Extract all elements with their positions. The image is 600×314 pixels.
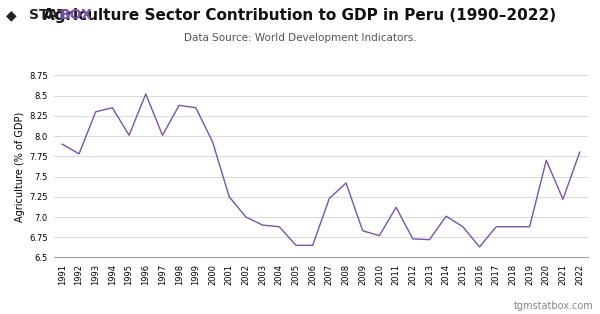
Text: BOX: BOX bbox=[60, 8, 93, 22]
Text: Agriculture Sector Contribution to GDP in Peru (1990–2022): Agriculture Sector Contribution to GDP i… bbox=[43, 8, 557, 23]
Text: ◆: ◆ bbox=[6, 8, 17, 22]
Y-axis label: Agriculture (% of GDP): Agriculture (% of GDP) bbox=[15, 111, 25, 222]
Text: Data Source: World Development Indicators.: Data Source: World Development Indicator… bbox=[184, 33, 416, 43]
Text: STAT: STAT bbox=[29, 8, 67, 22]
Text: tgmstatbox.com: tgmstatbox.com bbox=[514, 301, 594, 311]
